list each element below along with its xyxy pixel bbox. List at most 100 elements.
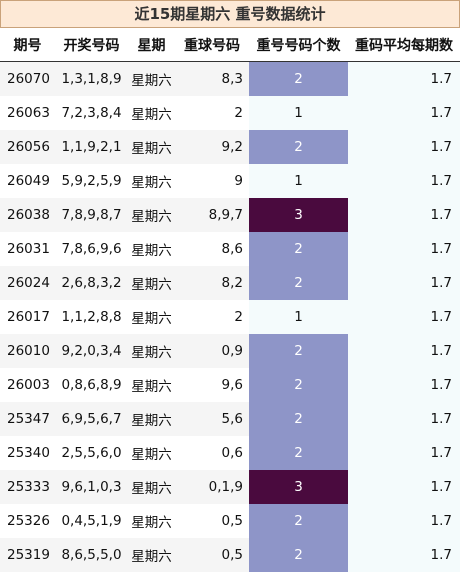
cell-count: 2 [249,402,348,436]
cell-issue: 26031 [0,232,55,266]
cell-weekday: 星期六 [128,368,175,402]
cell-numbers: 7,2,3,8,4 [55,96,128,130]
cell-weekday: 星期六 [128,96,175,130]
table-row: 26017 1,1,2,8,8 星期六 2 1 1.7 [0,300,460,334]
cell-avg: 1.7 [348,334,460,368]
cell-numbers: 9,6,1,0,3 [55,470,128,504]
cell-issue: 26017 [0,300,55,334]
cell-numbers: 8,6,5,5,0 [55,538,128,572]
cell-balls: 9,2 [175,130,249,164]
cell-issue: 26049 [0,164,55,198]
cell-avg: 1.7 [348,504,460,538]
cell-balls: 8,6 [175,232,249,266]
cell-avg: 1.7 [348,470,460,504]
cell-balls: 8,3 [175,61,249,96]
table-row: 25333 9,6,1,0,3 星期六 0,1,9 3 1.7 [0,470,460,504]
cell-numbers: 6,9,5,6,7 [55,402,128,436]
cell-avg: 1.7 [348,368,460,402]
cell-numbers: 2,5,5,6,0 [55,436,128,470]
cell-avg: 1.7 [348,436,460,470]
header-numbers: 开奖号码 [55,28,128,62]
cell-weekday: 星期六 [128,470,175,504]
cell-weekday: 星期六 [128,232,175,266]
cell-issue: 25340 [0,436,55,470]
cell-numbers: 2,6,8,3,2 [55,266,128,300]
cell-issue: 26024 [0,266,55,300]
cell-weekday: 星期六 [128,504,175,538]
cell-avg: 1.7 [348,232,460,266]
header-count: 重号号码个数 [249,28,348,62]
cell-balls: 9,6 [175,368,249,402]
cell-avg: 1.7 [348,198,460,232]
cell-count: 2 [249,130,348,164]
table-row: 26063 7,2,3,8,4 星期六 2 1 1.7 [0,96,460,130]
cell-issue: 25347 [0,402,55,436]
cell-balls: 9 [175,164,249,198]
page-title: 近15期星期六 重号数据统计 [0,0,460,28]
cell-balls: 0,5 [175,538,249,572]
cell-issue: 25326 [0,504,55,538]
cell-weekday: 星期六 [128,164,175,198]
cell-weekday: 星期六 [128,436,175,470]
cell-weekday: 星期六 [128,300,175,334]
cell-balls: 0,6 [175,436,249,470]
cell-numbers: 5,9,2,5,9 [55,164,128,198]
cell-count: 3 [249,198,348,232]
repeat-number-table: 期号 开奖号码 星期 重球号码 重号号码个数 重码平均每期数 26070 1,3,… [0,28,460,572]
cell-numbers: 1,1,9,2,1 [55,130,128,164]
table-row: 26070 1,3,1,8,9 星期六 8,3 2 1.7 [0,61,460,96]
table-row: 26056 1,1,9,2,1 星期六 9,2 2 1.7 [0,130,460,164]
cell-numbers: 9,2,0,3,4 [55,334,128,368]
cell-numbers: 1,3,1,8,9 [55,61,128,96]
header-avg: 重码平均每期数 [348,28,460,62]
table-header-row: 期号 开奖号码 星期 重球号码 重号号码个数 重码平均每期数 [0,28,460,62]
table-row: 26010 9,2,0,3,4 星期六 0,9 2 1.7 [0,334,460,368]
cell-count: 2 [249,334,348,368]
cell-avg: 1.7 [348,402,460,436]
cell-weekday: 星期六 [128,538,175,572]
cell-numbers: 0,8,6,8,9 [55,368,128,402]
cell-avg: 1.7 [348,96,460,130]
table-row: 25326 0,4,5,1,9 星期六 0,5 2 1.7 [0,504,460,538]
cell-count: 2 [249,538,348,572]
header-weekday: 星期 [128,28,175,62]
cell-balls: 2 [175,300,249,334]
cell-numbers: 7,8,9,8,7 [55,198,128,232]
cell-issue: 25319 [0,538,55,572]
cell-avg: 1.7 [348,164,460,198]
table-row: 26049 5,9,2,5,9 星期六 9 1 1.7 [0,164,460,198]
table-row: 26003 0,8,6,8,9 星期六 9,6 2 1.7 [0,368,460,402]
cell-weekday: 星期六 [128,402,175,436]
table-row: 26024 2,6,8,3,2 星期六 8,2 2 1.7 [0,266,460,300]
cell-count: 2 [249,266,348,300]
cell-weekday: 星期六 [128,266,175,300]
cell-count: 1 [249,300,348,334]
header-issue: 期号 [0,28,55,62]
cell-balls: 5,6 [175,402,249,436]
cell-balls: 0,5 [175,504,249,538]
cell-numbers: 0,4,5,1,9 [55,504,128,538]
cell-balls: 2 [175,96,249,130]
cell-count: 2 [249,504,348,538]
cell-issue: 26070 [0,61,55,96]
cell-balls: 0,9 [175,334,249,368]
cell-issue: 25333 [0,470,55,504]
cell-issue: 26010 [0,334,55,368]
cell-issue: 26056 [0,130,55,164]
table-row: 26038 7,8,9,8,7 星期六 8,9,7 3 1.7 [0,198,460,232]
table-body: 26070 1,3,1,8,9 星期六 8,3 2 1.7 26063 7,2,3,8,4 星期… [0,61,460,572]
cell-balls: 0,1,9 [175,470,249,504]
cell-avg: 1.7 [348,61,460,96]
cell-avg: 1.7 [348,300,460,334]
cell-numbers: 7,8,6,9,6 [55,232,128,266]
cell-avg: 1.7 [348,538,460,572]
cell-count: 2 [249,232,348,266]
table-row: 25340 2,5,5,6,0 星期六 0,6 2 1.7 [0,436,460,470]
cell-numbers: 1,1,2,8,8 [55,300,128,334]
table-row: 25319 8,6,5,5,0 星期六 0,5 2 1.7 [0,538,460,572]
header-balls: 重球号码 [175,28,249,62]
cell-balls: 8,2 [175,266,249,300]
table-row: 26031 7,8,6,9,6 星期六 8,6 2 1.7 [0,232,460,266]
cell-weekday: 星期六 [128,61,175,96]
